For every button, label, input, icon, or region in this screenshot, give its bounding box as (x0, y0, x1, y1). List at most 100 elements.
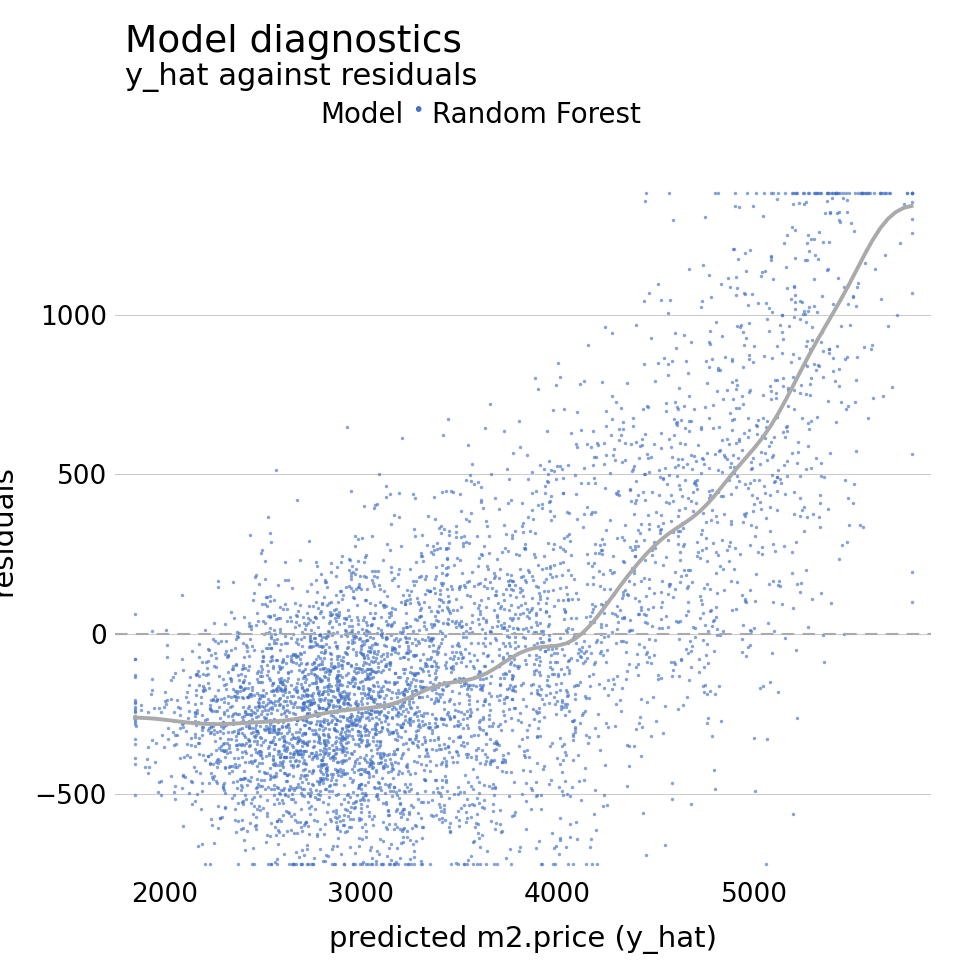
Point (493, 598, 509, 613)
Point (488, 588, 503, 603)
Point (420, 662, 436, 678)
Point (873, 185, 888, 201)
Point (395, 684, 410, 700)
Point (310, 600, 325, 615)
Point (364, 742, 379, 757)
Point (269, 814, 284, 829)
Point (357, 625, 372, 640)
Point (352, 568, 368, 584)
Point (473, 494, 489, 510)
Point (321, 747, 336, 762)
Point (589, 633, 605, 648)
Point (442, 536, 457, 551)
Point (779, 420, 794, 435)
Point (356, 568, 372, 584)
Point (308, 670, 324, 685)
Point (232, 721, 248, 736)
Point (358, 547, 373, 563)
Point (335, 739, 350, 755)
Point (275, 660, 290, 675)
Point (668, 340, 684, 355)
Point (352, 761, 368, 777)
Point (476, 611, 492, 626)
Point (686, 401, 702, 417)
Point (444, 750, 460, 765)
Point (375, 814, 391, 829)
Point (580, 556, 595, 571)
Point (368, 853, 383, 869)
Point (740, 480, 756, 495)
Point (444, 578, 459, 593)
Point (304, 695, 320, 710)
Point (217, 647, 232, 662)
Point (253, 664, 269, 680)
Point (742, 583, 757, 598)
Point (500, 746, 516, 761)
Point (357, 763, 372, 779)
Point (566, 629, 582, 644)
Point (267, 608, 282, 623)
Point (266, 741, 281, 756)
Point (331, 808, 347, 824)
Point (640, 450, 656, 466)
Point (678, 641, 693, 657)
Point (300, 534, 316, 549)
Point (561, 592, 576, 608)
Point (528, 647, 543, 662)
Point (619, 662, 635, 678)
Point (273, 642, 288, 658)
Point (430, 784, 445, 800)
Point (467, 660, 482, 676)
Point (600, 687, 615, 703)
Point (348, 712, 363, 728)
Point (516, 743, 532, 758)
Point (411, 622, 426, 637)
Point (258, 589, 274, 605)
Point (249, 717, 264, 732)
Point (512, 547, 527, 563)
Point (324, 783, 340, 799)
Point (190, 706, 205, 721)
Point (798, 356, 813, 372)
Point (784, 564, 800, 580)
Point (305, 764, 321, 780)
Point (546, 557, 562, 572)
Point (340, 702, 355, 717)
Point (305, 685, 321, 701)
Point (240, 680, 255, 695)
Point (432, 689, 447, 705)
Point (295, 738, 310, 754)
Point (247, 586, 262, 601)
Point (383, 516, 398, 532)
Point (305, 614, 321, 630)
Point (815, 628, 830, 643)
Point (518, 699, 534, 714)
Point (780, 380, 796, 396)
Point (694, 450, 709, 466)
Point (191, 735, 206, 751)
Point (170, 699, 185, 714)
Point (252, 687, 267, 703)
Point (449, 603, 465, 618)
Point (309, 813, 324, 828)
Point (444, 684, 460, 699)
Point (228, 640, 243, 656)
Point (793, 385, 808, 400)
Point (269, 727, 284, 742)
Point (806, 231, 822, 247)
Point (346, 584, 361, 599)
Point (264, 640, 279, 656)
Point (833, 395, 849, 410)
Point (405, 694, 420, 709)
Point (220, 745, 235, 760)
Point (440, 560, 455, 575)
Point (273, 814, 288, 829)
Point (565, 727, 581, 742)
Point (382, 683, 397, 698)
Point (507, 606, 522, 621)
Point (422, 732, 438, 748)
Point (775, 324, 790, 340)
Point (255, 734, 271, 750)
Point (323, 683, 338, 698)
Point (383, 690, 398, 706)
